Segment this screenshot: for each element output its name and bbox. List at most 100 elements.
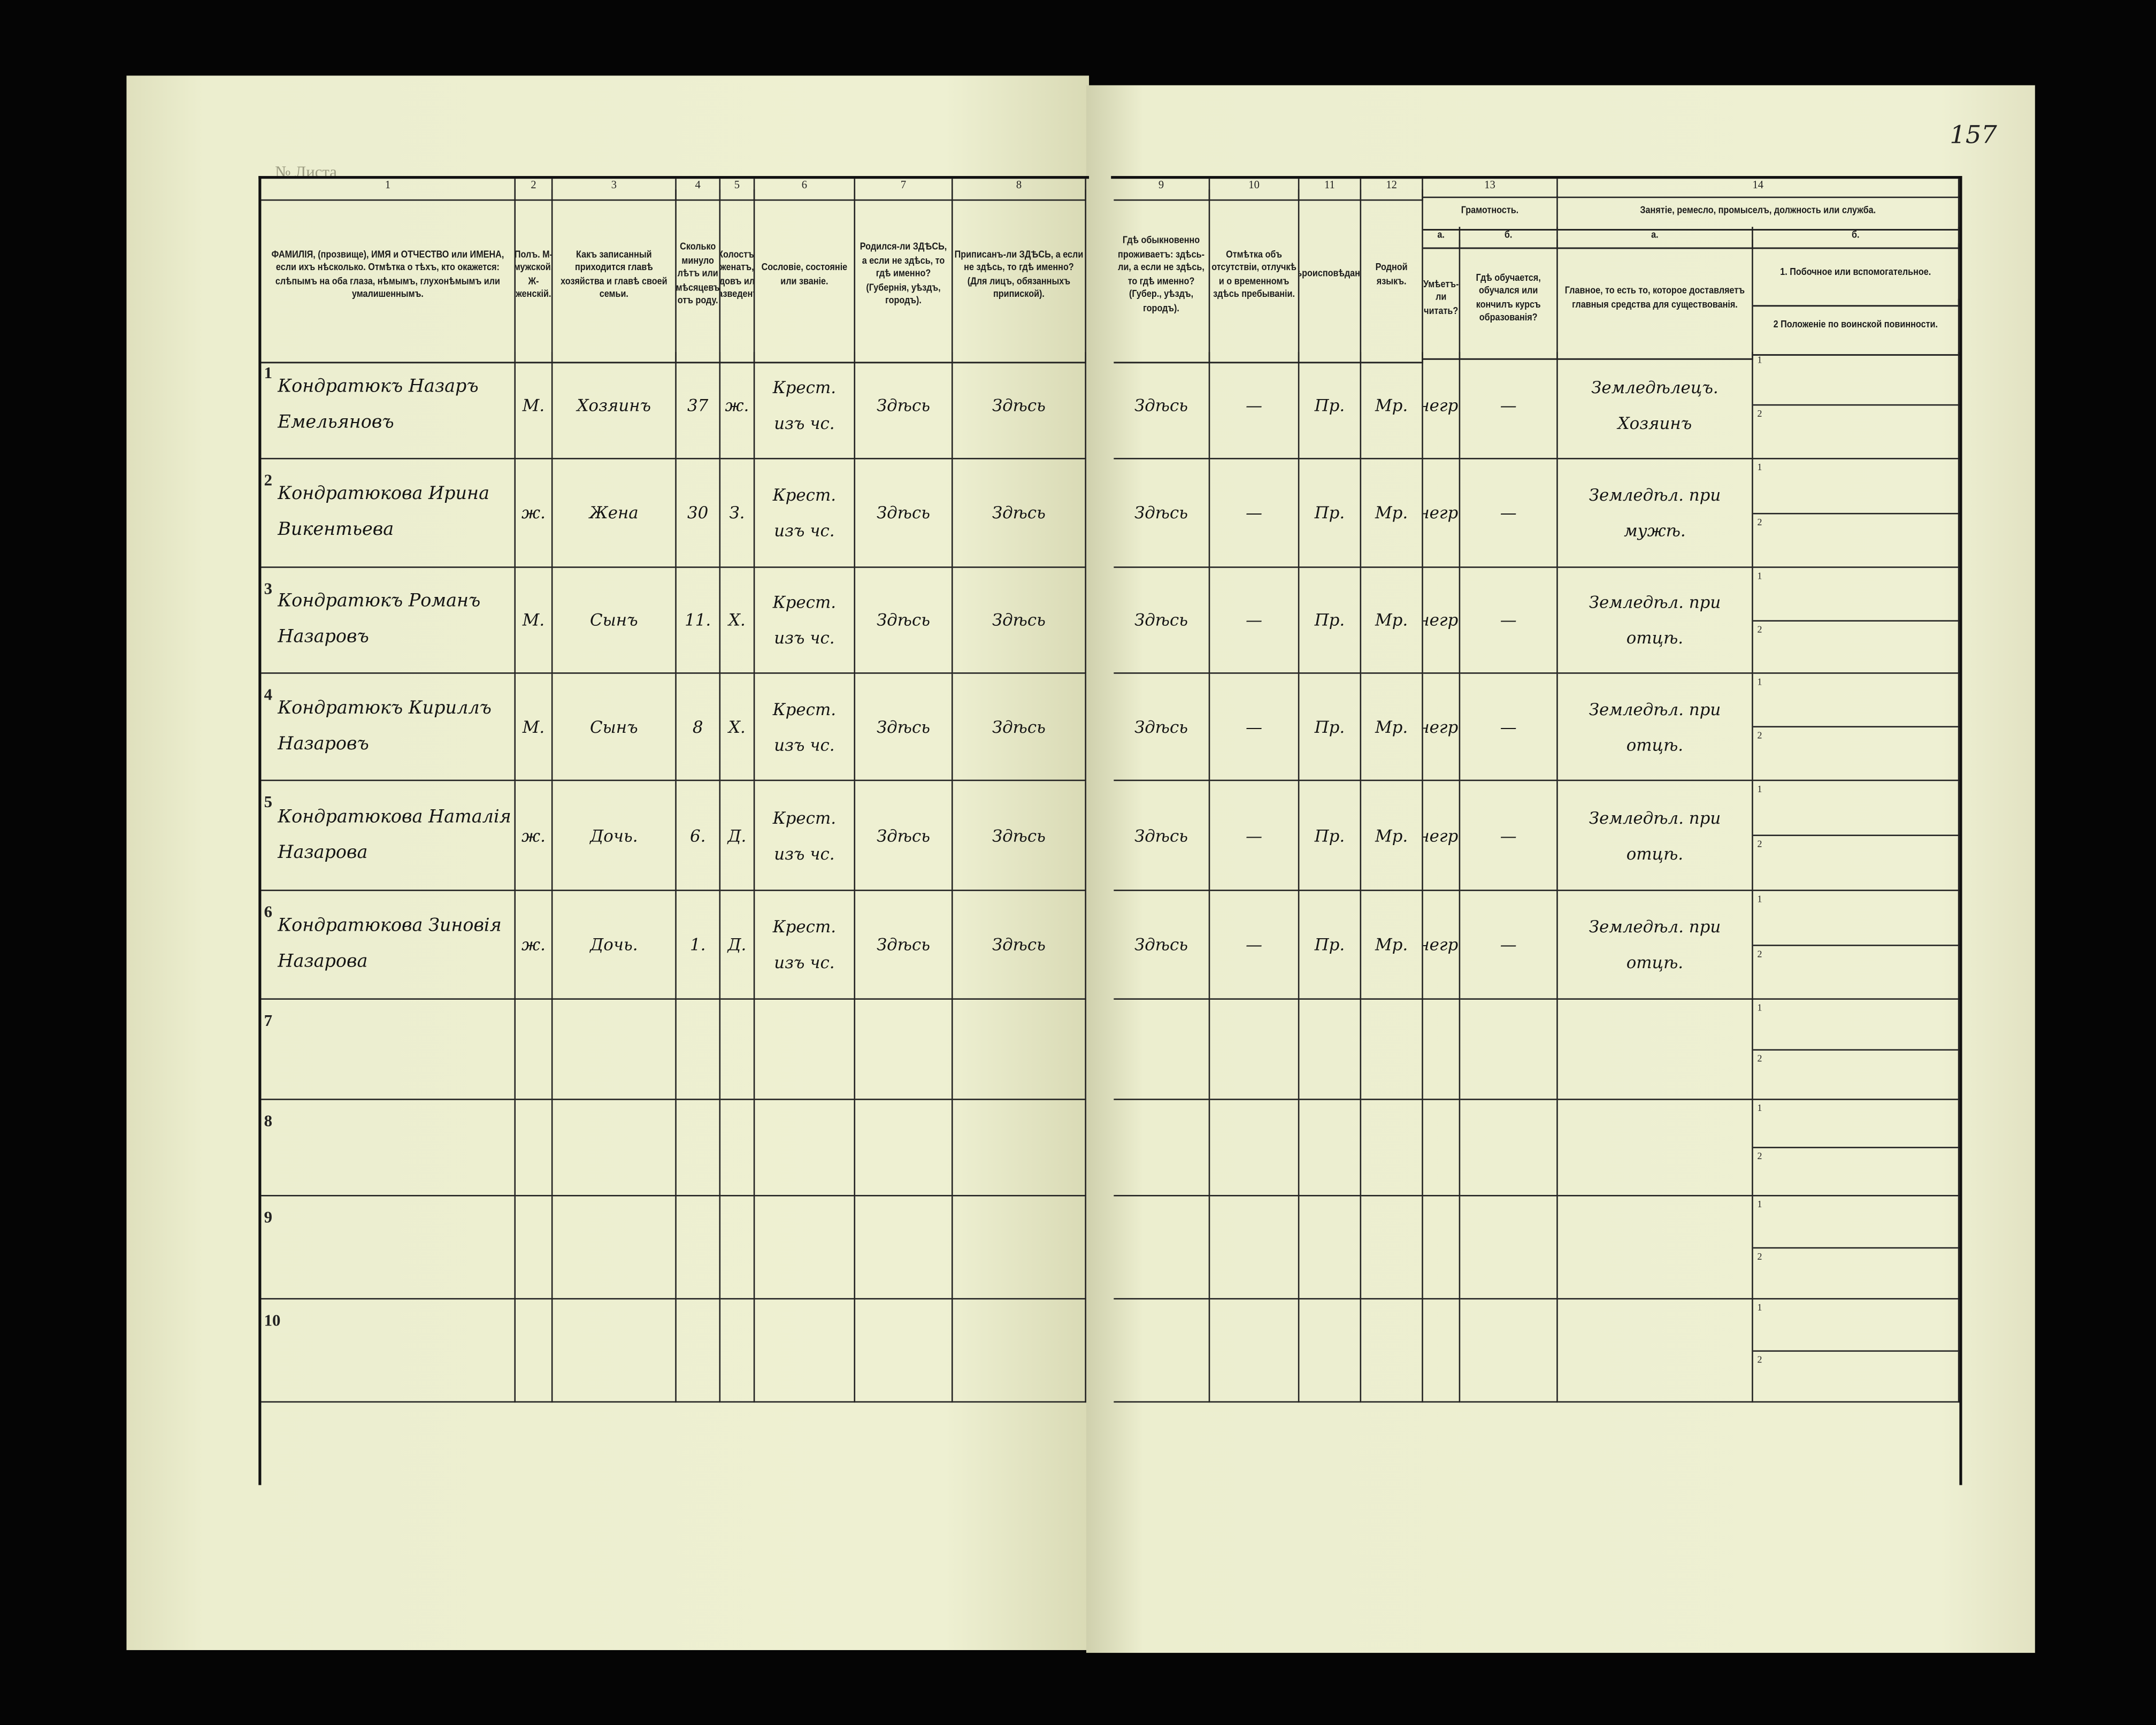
- occupation-a-header-text: Главное, то есть то, которое доставляетъ…: [1564, 285, 1745, 310]
- sub-label: 2: [1757, 623, 1762, 635]
- row-1-born-text: Здѣсь: [876, 395, 931, 415]
- row-4-marital: Х.: [720, 673, 755, 781]
- row-9-sex: [516, 1196, 553, 1300]
- sub-label: 2: [1757, 408, 1762, 420]
- row-1-education-text: —: [1500, 395, 1517, 415]
- row-3-relation: Сынъ: [553, 568, 677, 674]
- literacy-header: Грамотность.: [1423, 195, 1558, 231]
- column-header: Сословіе, состояніе или званіе.: [755, 189, 856, 364]
- row-5-absence: —: [1210, 781, 1300, 891]
- row-number: 7: [264, 1010, 273, 1030]
- row-6-marital-text: Д.: [727, 935, 747, 955]
- literacy-b-header-text: Гдѣ обучается, обучался или кончилъ курс…: [1476, 272, 1541, 324]
- literacy-a-label-text: а.: [1437, 230, 1445, 242]
- row-3-name: Кондратюкъ Романъ Назаровъ 3: [261, 568, 516, 674]
- row-6-born: Здѣсь: [855, 891, 953, 1000]
- row-3-education: —: [1460, 568, 1558, 674]
- row-3-military-status: 2: [1753, 620, 1960, 674]
- occupation-b1-header: 1. Побочное или вспомогательное.: [1753, 243, 1960, 307]
- row-3-residence: Здѣсь: [1114, 568, 1210, 674]
- row-7-marital: [720, 999, 755, 1100]
- occupation-a-label-text: а.: [1651, 230, 1659, 242]
- row-7-secondary-occupation: 1: [1753, 999, 1960, 1050]
- row-9-residence: [1114, 1196, 1210, 1300]
- sub-label: 2: [1757, 948, 1762, 960]
- row-6-language: Мр.: [1361, 891, 1423, 1000]
- row-8-marital: [720, 1100, 755, 1197]
- row-4-occupation: Земледѣл. при отцѣ.: [1557, 673, 1753, 781]
- row-8-language: [1361, 1100, 1423, 1197]
- row-4-education-text: —: [1500, 717, 1517, 737]
- row-number: 5: [264, 792, 273, 811]
- row-4-relation-text: Сынъ: [590, 717, 638, 737]
- row-2-relation-text: Жена: [589, 503, 639, 523]
- row-5-religion-text: Пр.: [1314, 825, 1345, 845]
- row-2-estate-text: Крест. изъ чс.: [772, 485, 837, 541]
- row-9-born: [855, 1196, 953, 1300]
- row-2-occupation: Земледѣл. при мужѣ.: [1557, 459, 1753, 568]
- row-10-estate: [755, 1299, 856, 1403]
- row-3-born-text: Здѣсь: [876, 610, 931, 630]
- row-2-name-text: Кондратюкова Ирина Викентьева: [278, 484, 490, 541]
- row-6-education: —: [1460, 891, 1558, 1000]
- row-6-relation-text: Дочь.: [590, 935, 638, 955]
- row-7-literate: [1423, 999, 1461, 1100]
- row-10-religion: [1299, 1299, 1362, 1403]
- row-2-absence-text: —: [1246, 503, 1262, 523]
- row-1-religion-text: Пр.: [1314, 395, 1345, 415]
- row-2-military-status: 2: [1753, 513, 1960, 568]
- row-9-registered: [953, 1196, 1086, 1300]
- row-6-occupation: Земледѣл. при отцѣ.: [1557, 891, 1753, 1000]
- column-number-text: 3: [611, 179, 617, 191]
- row-6-registered-text: Здѣсь: [992, 935, 1046, 955]
- column-number-text: 6: [801, 179, 808, 191]
- row-1-literate: негр.: [1423, 352, 1461, 459]
- row-1-literate-text: негр.: [1423, 395, 1459, 415]
- row-2-religion: Пр.: [1299, 459, 1362, 568]
- column-header: Вѣроисповѣданіе.: [1299, 189, 1362, 364]
- literacy-header-text: Грамотность.: [1461, 205, 1519, 217]
- row-10-language: [1361, 1299, 1423, 1403]
- row-4-occupation-text: Земледѣл. при отцѣ.: [1589, 699, 1721, 755]
- occupation-b-label-text: б.: [1852, 230, 1860, 242]
- row-6-military-status: 2: [1753, 945, 1960, 1000]
- row-2-language: Мр.: [1361, 459, 1423, 568]
- row-3-born: Здѣсь: [855, 568, 953, 674]
- row-4-residence-text: Здѣсь: [1134, 717, 1188, 737]
- row-7-relation: [553, 999, 677, 1100]
- occupation-b2-header-text: 2 Положеніе по воинской повинности.: [1773, 319, 1938, 331]
- row-8-registered: [953, 1100, 1086, 1197]
- row-7-residence: [1114, 999, 1210, 1100]
- row-10-literate: [1423, 1299, 1461, 1403]
- column-header-text: Какъ записанный приходится главѣ хозяйст…: [561, 248, 667, 301]
- row-1-absence: —: [1210, 352, 1300, 459]
- row-3-literate: негр.: [1423, 568, 1461, 674]
- column-number: 14: [1557, 179, 1960, 198]
- row-3-marital: Х.: [720, 568, 755, 674]
- row-2-name: Кондратюкова Ирина Викентьева 2: [261, 459, 516, 568]
- row-3-relation-text: Сынъ: [590, 610, 638, 630]
- row-9-religion: [1299, 1196, 1362, 1300]
- row-2-occupation-text: Земледѣл. при мужѣ.: [1589, 485, 1721, 541]
- row-6-age: 1.: [676, 891, 721, 1000]
- row-3-estate: Крест. изъ чс.: [755, 568, 856, 674]
- row-7-born: [855, 999, 953, 1100]
- row-3-absence: —: [1210, 568, 1300, 674]
- row-6-age-text: 1.: [689, 935, 706, 955]
- row-10-marital: [720, 1299, 755, 1403]
- sub-label: 1: [1757, 784, 1762, 795]
- row-number: 4: [264, 685, 273, 704]
- row-number: 2: [264, 470, 273, 490]
- row-10-absence: [1210, 1299, 1300, 1403]
- row-1-military-status: 2: [1753, 405, 1960, 459]
- row-1-name-text: Кондратюкъ Назаръ Емельяновъ: [278, 376, 479, 433]
- row-4-absence-text: —: [1246, 717, 1262, 737]
- row-7-registered: [953, 999, 1086, 1100]
- row-4-absence: —: [1210, 673, 1300, 781]
- occupation-a-label: а.: [1557, 227, 1753, 249]
- column-header: Родной языкъ.: [1361, 189, 1423, 364]
- row-7-age: [676, 999, 721, 1100]
- column-number-text: 10: [1248, 179, 1260, 191]
- sub-label: 1: [1757, 1102, 1762, 1114]
- row-2-religion-text: Пр.: [1314, 503, 1345, 523]
